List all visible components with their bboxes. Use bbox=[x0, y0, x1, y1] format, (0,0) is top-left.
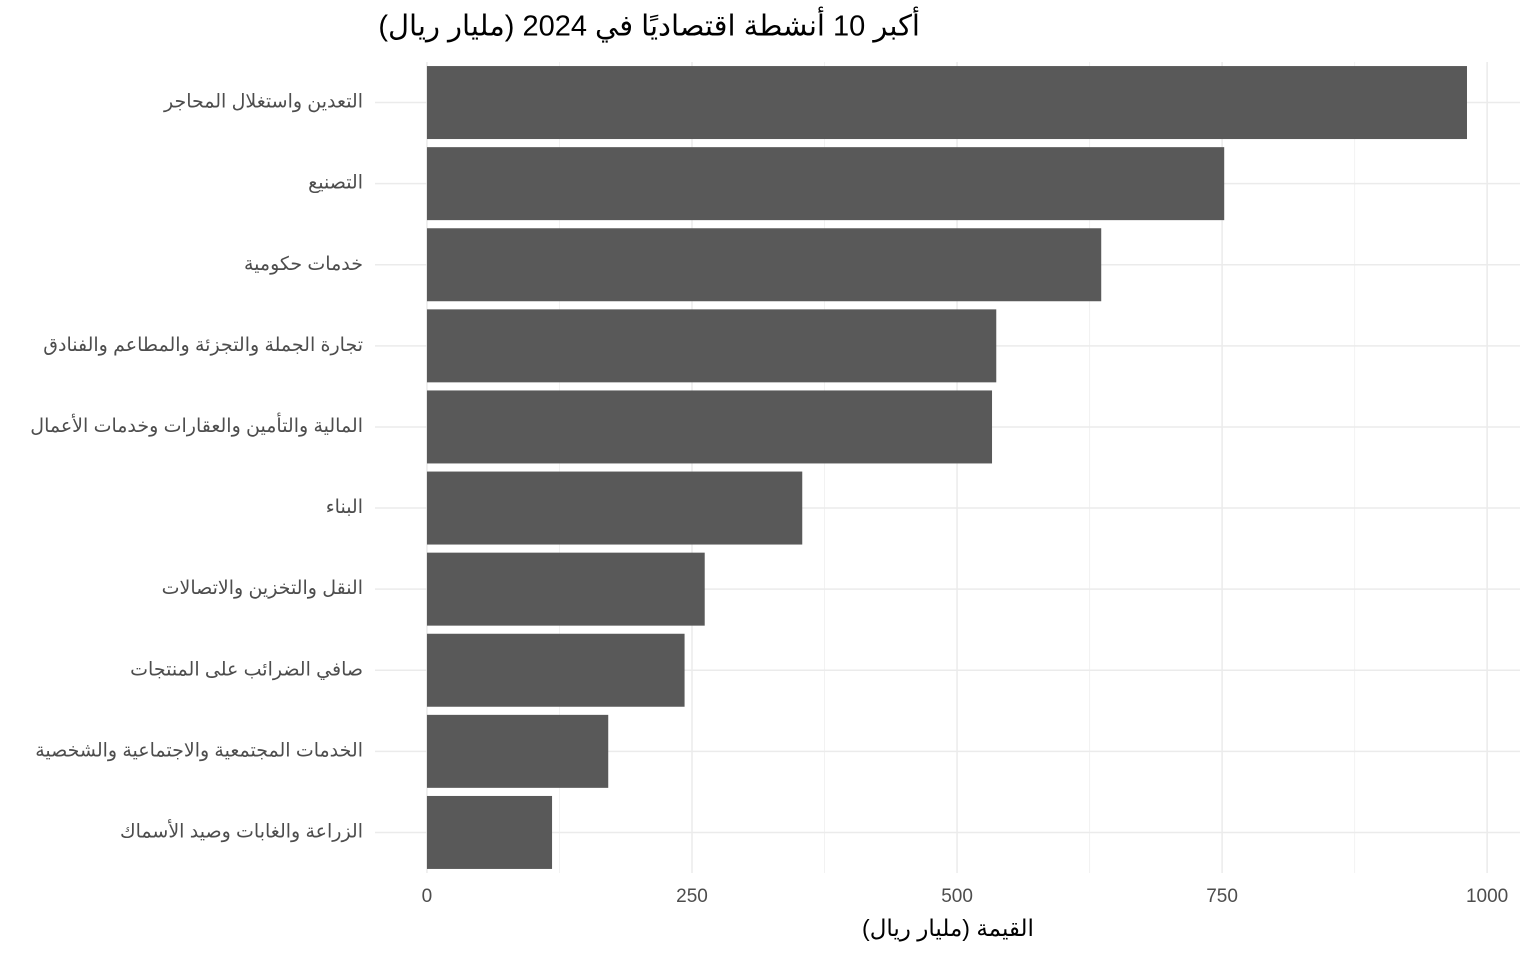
y-tick-label: الزراعة والغابات وصيد الأسماك bbox=[120, 819, 363, 842]
x-tick-label: 1000 bbox=[1466, 886, 1508, 907]
x-tick-label: 500 bbox=[941, 886, 973, 907]
x-tick-label: 0 bbox=[422, 886, 433, 907]
bar bbox=[426, 633, 685, 707]
x-axis-title: القيمة (مليار ريال) bbox=[862, 915, 1034, 942]
y-tick-label: الخدمات المجتمعية والاجتماعية والشخصية bbox=[35, 740, 363, 761]
bar bbox=[426, 552, 705, 626]
y-tick-label: النقل والتخزين والاتصالات bbox=[162, 578, 363, 599]
x-tick-label: 750 bbox=[1206, 886, 1238, 907]
bar bbox=[426, 390, 993, 464]
x-tick-label: 250 bbox=[676, 886, 708, 907]
y-tick-label: التعدين واستغلال المحاجر bbox=[163, 92, 363, 113]
bar bbox=[426, 714, 609, 788]
bar bbox=[426, 228, 1102, 302]
y-tick-label: صافي الضرائب على المنتجات bbox=[130, 659, 363, 680]
y-tick-label: تجارة الجملة والتجزئة والمطاعم والفنادق bbox=[43, 335, 363, 356]
bar bbox=[426, 471, 803, 545]
chart-title: أكبر 10 أنشطة اقتصاديًا في 2024 (مليار ر… bbox=[378, 6, 920, 44]
bar bbox=[426, 147, 1225, 221]
y-tick-label: التصنيع bbox=[308, 173, 363, 194]
bar bbox=[426, 309, 997, 383]
bar bbox=[426, 66, 1467, 140]
y-tick-label: خدمات حكومية bbox=[244, 254, 363, 275]
y-tick-label: المالية والتأمين والعقارات وخدمات الأعما… bbox=[30, 412, 363, 437]
y-tick-label: البناء bbox=[326, 497, 363, 518]
bar bbox=[426, 795, 553, 869]
